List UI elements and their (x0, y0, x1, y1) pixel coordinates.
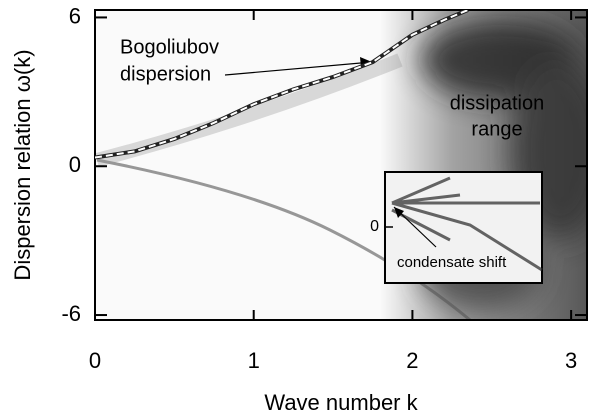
annotation: Bogoliubov (120, 36, 219, 58)
annotation: dispersion (120, 63, 211, 85)
y-axis-label: Dispersion relation ω(k) (10, 49, 35, 280)
x-tick-label: 2 (406, 348, 418, 373)
annotation: range (471, 118, 522, 140)
annotation: condensate shift (397, 254, 507, 271)
annotation: dissipation (450, 92, 545, 114)
curve (95, 10, 469, 159)
x-tick-label: 3 (565, 348, 577, 373)
plot-frame (94, 9, 588, 321)
x-tick-label: 0 (89, 348, 101, 373)
x-tick-label: 1 (248, 348, 260, 373)
y-tick-label: -6 (61, 301, 81, 326)
x-axis-label: Wave number k (264, 390, 418, 415)
y-tick-label: 6 (69, 3, 81, 28)
inset-y-tick-label: 0 (370, 218, 379, 235)
arrow-head (394, 207, 404, 218)
y-tick-label: 0 (69, 152, 81, 177)
annotation-arrow (224, 61, 373, 76)
